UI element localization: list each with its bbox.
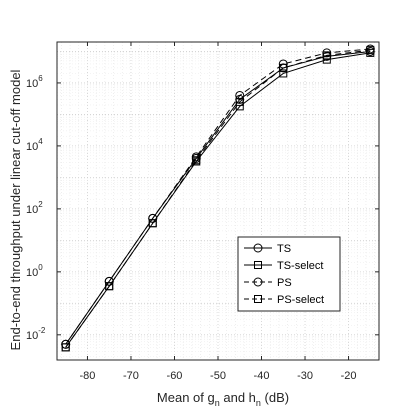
data-point	[235, 90, 245, 100]
data-point	[279, 63, 288, 72]
series-line-ts	[65, 50, 371, 345]
legend-marker	[254, 261, 262, 269]
y-tick-label: 106	[26, 74, 43, 90]
y-tick-label: 100	[26, 263, 43, 279]
legend-marker	[253, 243, 263, 253]
y-axis-label: End-to-end throughput under linear cut-o…	[8, 69, 23, 350]
data-point	[61, 343, 70, 352]
legend-marker	[253, 277, 263, 287]
series-layer	[61, 44, 375, 352]
series-ps-select	[61, 46, 375, 352]
data-point	[104, 276, 114, 286]
data-point	[105, 282, 114, 291]
x-tick-label: -30	[297, 370, 313, 382]
series-line-ps-select	[65, 49, 371, 348]
data-point	[148, 213, 158, 223]
data-point	[192, 156, 201, 165]
data-point	[322, 55, 331, 64]
legend: TS TS-select PS PS-select	[237, 236, 341, 312]
data-point	[279, 69, 288, 78]
legend-label: PS-select	[277, 294, 324, 306]
legend-label: TS	[277, 243, 291, 255]
series-line-ts-select	[65, 52, 371, 348]
legend-label: TS-select	[277, 260, 323, 272]
x-tick-label: -70	[123, 370, 139, 382]
legend-marker	[254, 295, 262, 303]
y-tick-label: 104	[26, 137, 43, 153]
data-point	[322, 51, 331, 60]
axis-ticks: -80 -70 -60 -50 -40 -30 -20 10-2 100 102 104 106	[26, 42, 379, 382]
grid	[57, 42, 379, 360]
legend-label: PS	[277, 277, 292, 289]
x-tick-label: -20	[341, 370, 357, 382]
x-tick-label: -60	[167, 370, 183, 382]
y-tick-label: 10-2	[26, 326, 46, 342]
y-tick-label: 102	[26, 200, 43, 216]
series-line-ps	[65, 48, 371, 345]
data-point	[148, 219, 157, 228]
data-point	[366, 46, 375, 55]
x-axis-label: Mean of gn and hn (dB)	[157, 390, 289, 408]
x-tick-label: -50	[210, 370, 226, 382]
data-point	[235, 97, 244, 106]
x-tick-label: -80	[80, 370, 96, 382]
x-tick-label: -40	[254, 370, 270, 382]
